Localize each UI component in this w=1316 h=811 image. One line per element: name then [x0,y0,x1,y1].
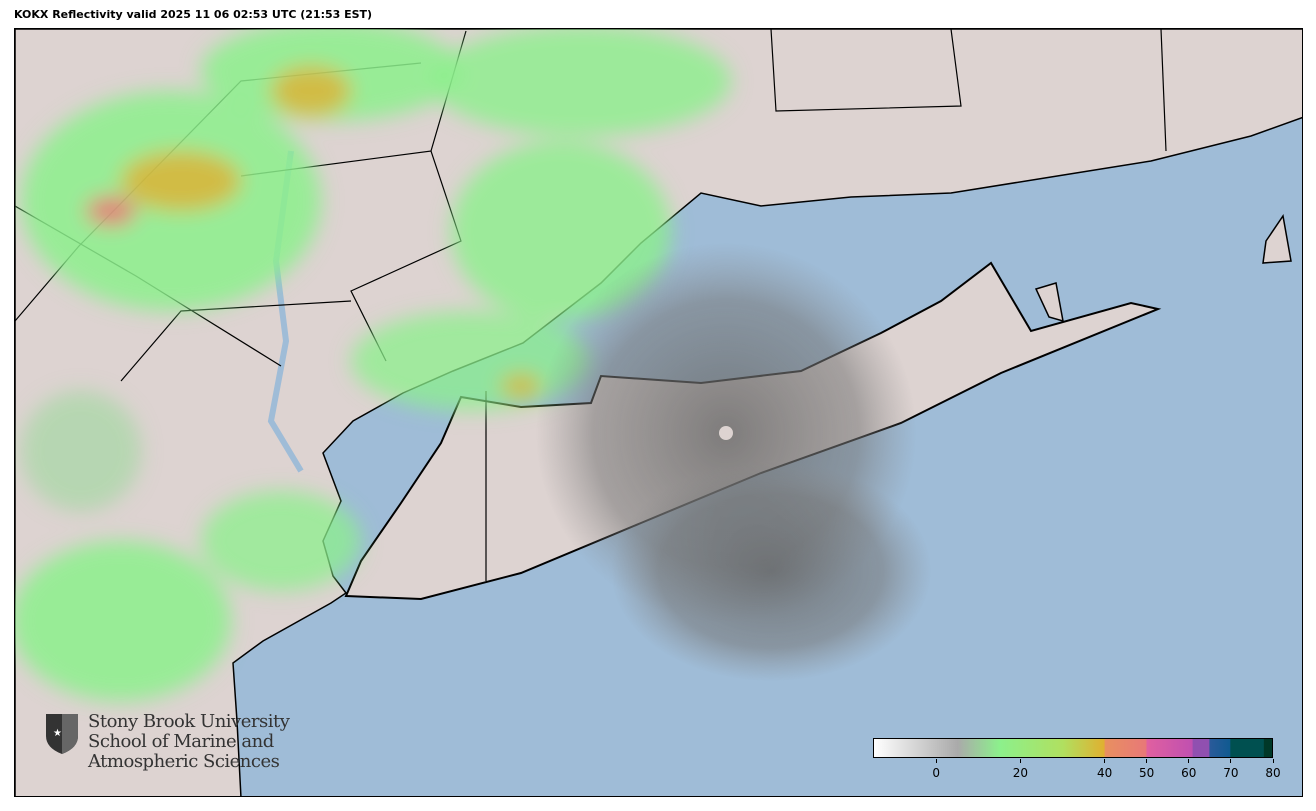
reflectivity-colorbar [873,738,1273,758]
university-logo: ★ Stony Brook University School of Marin… [44,711,290,772]
colorbar-tick [1104,759,1106,763]
martha-vineyard [1262,214,1292,264]
colorbar-tick-label: 60 [1181,766,1197,780]
colorbar-tick-label: 0 [932,766,940,780]
radar-site-marker [719,426,733,440]
colorbar-tick-label: 80 [1265,766,1281,780]
logo-line-2: School of Marine and [88,731,274,752]
colorbar-tick-label: 70 [1223,766,1239,780]
colorbar-tick-label: 50 [1139,766,1155,780]
colorbar-tick-label: 20 [1012,766,1028,780]
colorbar-tick [1230,759,1232,763]
block-island [1034,282,1064,323]
colorbar-tick [1146,759,1148,763]
ground-clutter [536,243,931,681]
colorbar-tick-label: 40 [1096,766,1113,780]
colorbar-tick [1019,759,1021,763]
logo-line-3: Atmospheric Sciences [88,751,280,772]
radar-echoes [15,29,731,701]
map-title: KOKX Reflectivity valid 2025 11 06 02:53… [14,8,373,21]
logo-line-1: Stony Brook University [88,711,290,732]
colorbar-tick [1272,759,1274,763]
colorbar-tick [935,759,937,763]
shield-icon: ★ [46,714,78,754]
radar-map[interactable] [14,28,1303,797]
svg-text:★: ★ [53,728,62,739]
map-canvas [15,29,1302,796]
colorbar-tick [1188,759,1190,763]
